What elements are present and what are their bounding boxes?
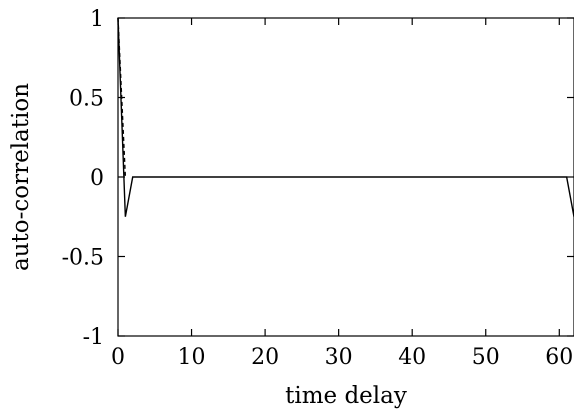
x-tick-label: 30 — [325, 345, 353, 370]
x-tick-label: 40 — [398, 345, 426, 370]
y-tick-label: 0 — [90, 166, 104, 191]
x-tick-label: 20 — [251, 345, 279, 370]
x-tick-label: 60 — [545, 345, 573, 370]
x-tick-labels: 0 10 20 30 40 50 60 — [111, 345, 573, 370]
y-tick-label: 0.5 — [69, 87, 104, 112]
y-axis-label: auto-correlation — [8, 83, 34, 271]
y-tick-label: -1 — [83, 325, 104, 350]
y-tick-label: 1 — [90, 7, 104, 32]
x-tick-label: 50 — [472, 345, 500, 370]
data-series — [117, 17, 574, 217]
y-tick-labels: 1 0.5 0 -0.5 -1 — [62, 7, 104, 350]
x-tick-label: 10 — [178, 345, 206, 370]
x-axis-label: time delay — [285, 383, 407, 409]
series-line-solid — [117, 17, 574, 217]
y-tick-label: -0.5 — [62, 246, 104, 271]
series-line-dashed — [117, 17, 127, 178]
x-tick-label: 0 — [111, 345, 125, 370]
